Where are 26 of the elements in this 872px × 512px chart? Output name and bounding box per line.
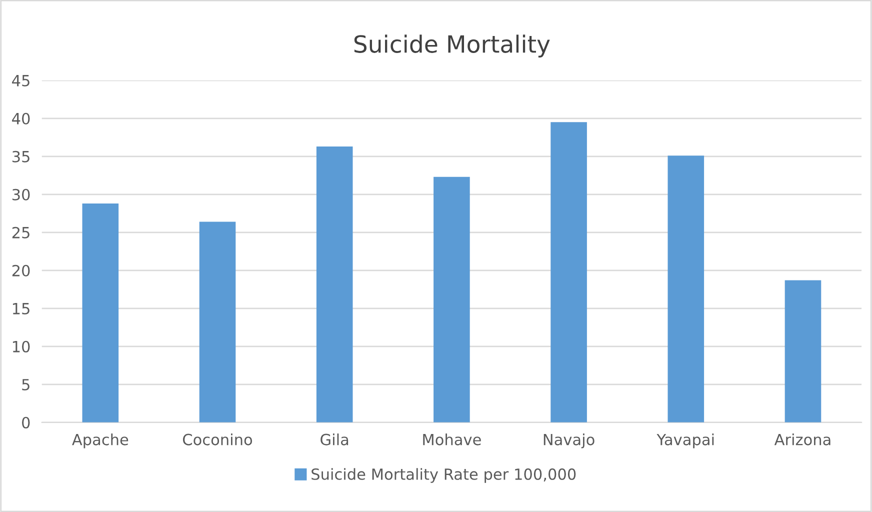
bar [199, 222, 236, 422]
y-tick-label: 15 [12, 303, 30, 314]
y-tick-label: 35 [12, 150, 30, 162]
x-tick-label: Mohave [423, 434, 481, 446]
x-tick-label: Arizona [774, 434, 830, 446]
y-tick-label: 20 [12, 264, 30, 276]
y-tick-label: 0 [22, 416, 30, 428]
y-tick-label: 45 [12, 75, 30, 86]
chart-title: Suicide Mortality [354, 34, 550, 58]
y-tick-label: 40 [12, 112, 30, 124]
x-tick-label: Apache [72, 434, 128, 448]
bar [316, 146, 353, 422]
y-tick-label: 5 [22, 379, 30, 390]
x-tick-label: Gila [320, 434, 348, 446]
y-tick-label: 25 [12, 226, 30, 238]
bar [434, 176, 470, 422]
y-tick-label: 10 [12, 340, 30, 352]
bar [668, 156, 704, 422]
legend-label: Suicide Mortality Rate per 100,000 [312, 468, 576, 483]
bar [784, 280, 822, 422]
bar [82, 204, 119, 422]
x-tick-label: Navajo [544, 434, 594, 448]
x-tick-label: Coconino [183, 434, 252, 446]
y-tick-label: 30 [12, 188, 30, 200]
bar [550, 122, 587, 422]
x-tick-label: Yavapai [656, 434, 714, 448]
